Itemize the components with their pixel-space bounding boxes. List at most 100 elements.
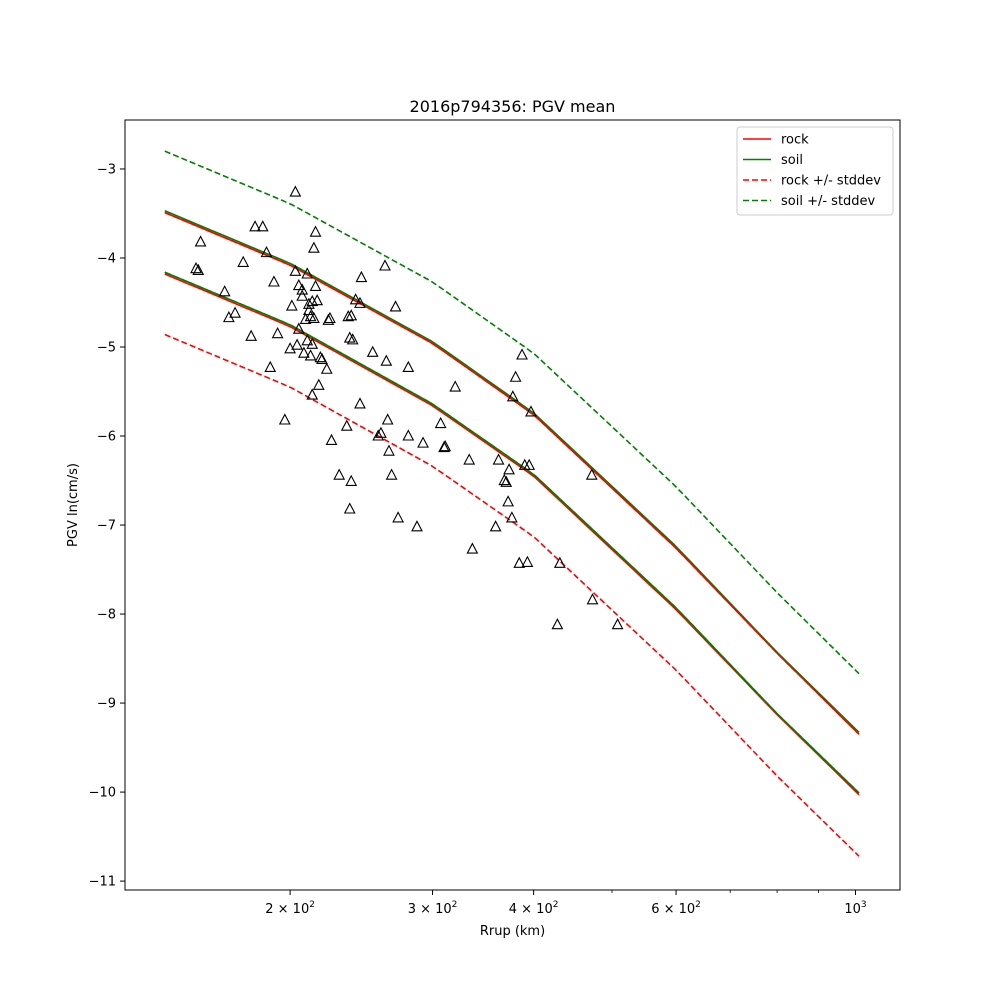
- data-point: [349, 293, 362, 305]
- y-tick-label: −11: [89, 875, 116, 890]
- data-point: [194, 235, 207, 247]
- data-point: [342, 310, 355, 322]
- data-point: [379, 259, 391, 271]
- data-point: [513, 556, 526, 568]
- legend-box: [736, 126, 894, 216]
- data-point: [284, 342, 297, 354]
- data-point: [345, 474, 358, 486]
- data-point: [268, 275, 280, 287]
- data-point: [489, 520, 502, 532]
- data-point: [320, 362, 333, 374]
- data-point: [492, 453, 505, 465]
- data-point: [525, 405, 537, 417]
- y-tick-label: −4: [97, 251, 116, 266]
- data-point: [498, 473, 511, 486]
- data-point: [324, 311, 336, 324]
- data-point: [322, 313, 335, 325]
- data-point: [285, 299, 298, 311]
- curve-soil-1: [164, 271, 860, 794]
- data-point: [314, 350, 327, 363]
- x-axis: 2 × 102 3 × 102 4 × 102 6 × 102 103: [265, 890, 867, 917]
- data-point: [523, 458, 536, 470]
- x-tick-label: 6 × 102: [651, 900, 701, 917]
- y-axis-label: PGV ln(cm/s): [66, 463, 81, 547]
- curve-rock-stddev-4: [164, 333, 860, 857]
- y-axis: −3 −4 −5 −6 −7 −8 −9 −10 −11: [89, 162, 125, 890]
- data-point: [345, 309, 358, 321]
- data-point: [434, 416, 447, 429]
- data-point: [289, 185, 302, 197]
- data-point: [463, 453, 476, 465]
- x-axis-label: Rrup (km): [480, 924, 545, 939]
- data-point: [264, 360, 277, 373]
- data-point: [260, 245, 273, 258]
- data-point: [297, 346, 310, 358]
- data-point: [312, 378, 325, 390]
- data-point: [292, 278, 305, 291]
- data-point: [292, 322, 305, 334]
- data-point: [521, 555, 534, 567]
- data-point: [340, 419, 353, 431]
- data-point: [372, 429, 385, 441]
- y-tick-label: −10: [89, 786, 116, 801]
- x-tick-label: 103: [844, 900, 866, 917]
- data-point: [316, 352, 328, 365]
- data-point: [417, 436, 429, 448]
- chart-title: 2016p794356: PGV mean: [410, 97, 616, 116]
- data-point: [392, 511, 405, 523]
- data-point: [289, 264, 302, 276]
- data-point: [354, 296, 366, 308]
- data-point: [402, 429, 415, 441]
- x-tick-label: 3 × 102: [408, 900, 458, 917]
- data-point: [366, 345, 379, 357]
- data-point: [509, 370, 522, 382]
- data-point: [333, 468, 346, 480]
- data-point: [245, 329, 258, 341]
- data-point: [354, 397, 366, 409]
- data-point: [218, 285, 231, 297]
- curve-rock-stddev-6: [164, 211, 860, 735]
- data-point: [304, 349, 317, 361]
- data-point: [190, 261, 202, 274]
- data-point: [249, 220, 261, 232]
- data-point: [383, 444, 395, 456]
- data-point: [192, 263, 205, 275]
- data-point: [271, 326, 284, 339]
- data-point: [299, 312, 312, 324]
- data-point: [343, 502, 356, 514]
- data-point: [306, 337, 319, 349]
- legend-label: soil +/- stddev: [781, 194, 876, 209]
- data-point: [307, 241, 320, 253]
- data-point: [439, 440, 452, 452]
- data-point: [381, 413, 394, 425]
- x-tick-label: 4 × 102: [509, 900, 559, 917]
- data-point: [503, 463, 515, 475]
- data-point: [291, 338, 303, 350]
- legend-label: rock +/- stddev: [781, 174, 881, 189]
- y-tick-label: −9: [97, 697, 116, 712]
- legend: rock soil rock +/- stddev soil +/- stddev: [736, 126, 894, 216]
- data-point: [303, 297, 315, 309]
- data-point: [402, 360, 415, 373]
- data-point: [307, 311, 320, 324]
- data-point: [343, 331, 356, 343]
- curve-rock-0: [164, 273, 860, 796]
- x-tick-label: 2 × 102: [265, 900, 315, 917]
- y-tick-label: −5: [97, 340, 116, 355]
- data-point: [296, 289, 309, 301]
- data-point: [466, 542, 479, 554]
- data-point: [304, 310, 317, 322]
- data-point: [411, 520, 423, 532]
- data-point: [449, 380, 462, 392]
- curve-soil-3: [164, 210, 860, 734]
- data-point: [301, 267, 314, 279]
- data-point: [500, 475, 513, 487]
- data-point: [309, 225, 322, 237]
- data-point: [309, 279, 322, 292]
- data-point: [551, 618, 564, 630]
- data-point: [237, 255, 250, 267]
- legend-label: soil: [781, 153, 803, 168]
- data-point: [516, 348, 528, 360]
